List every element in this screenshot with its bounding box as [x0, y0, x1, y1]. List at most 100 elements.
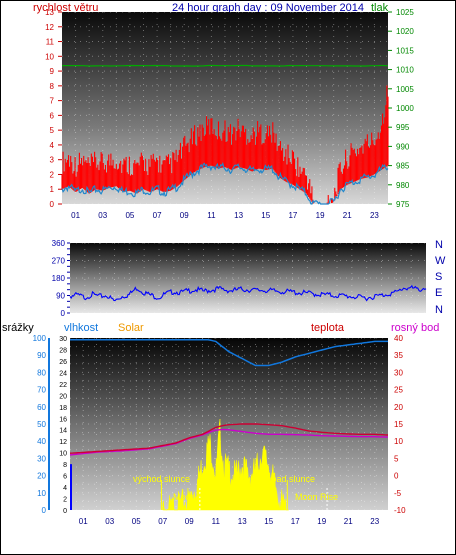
moonset-annotation: Moon Set — [173, 492, 212, 502]
wind-tick-label: 8 — [50, 82, 55, 91]
pressure-tick-label: 990 — [396, 142, 410, 151]
wind-tick-label: 12 — [45, 23, 54, 32]
climate-x-tick-label: 17 — [291, 517, 300, 526]
pressure-tick-label: 975 — [396, 200, 410, 209]
rain-tick-label: 0 — [63, 508, 67, 515]
dewpoint-line — [69, 428, 389, 456]
humidity-tick-label: 60 — [37, 403, 46, 412]
labels-layer: 0123456789101112139759809859909951000100… — [33, 8, 415, 526]
humidity-tick-label: 20 — [37, 472, 46, 481]
wind-x-tick-label: 09 — [180, 211, 189, 220]
direction-tick-label: 360 — [52, 239, 66, 248]
rain-tick-label: 4 — [63, 485, 67, 492]
pressure-tick-label: 1020 — [396, 27, 414, 36]
wind-x-tick-label: 03 — [98, 211, 107, 220]
rain-tick-label: 24 — [59, 370, 67, 377]
temp-tick-label: 10 — [394, 437, 403, 446]
rain-tick-label: 22 — [59, 382, 67, 389]
wind-tick-label: 2 — [50, 170, 55, 179]
climate-x-tick-label: 13 — [238, 517, 247, 526]
wind-speed-label: rychlost větru — [33, 2, 98, 14]
direction-tick-label: 0 — [61, 309, 66, 318]
temp-tick-label: 40 — [394, 334, 403, 343]
humidity-tick-label: 100 — [33, 334, 47, 343]
rain-tick-label: 26 — [59, 359, 67, 366]
wind-x-tick-label: 05 — [125, 211, 134, 220]
wind-x-tick-label: 15 — [261, 211, 270, 220]
humidity-line — [70, 338, 388, 367]
rain-tick-label: 8 — [63, 462, 67, 469]
humidity-tick-label: 70 — [37, 386, 46, 395]
pressure-tick-label: 1010 — [396, 66, 414, 75]
climate-x-tick-label: 09 — [185, 517, 194, 526]
temp-tick-label: 20 — [394, 403, 403, 412]
compass-n-top: N — [435, 239, 443, 251]
temp-tick-label: 0 — [394, 472, 399, 481]
rain-tick-label: 12 — [59, 439, 67, 446]
wind-tick-label: 4 — [50, 141, 55, 150]
moonrise-annotation: Moon Rise — [295, 492, 338, 502]
wind-tick-label: 3 — [50, 156, 55, 165]
humidity-tick-label: 80 — [37, 368, 46, 377]
pressure-tick-label: 1025 — [396, 8, 414, 17]
wind-x-tick-label: 17 — [288, 211, 297, 220]
humidity-tick-label: 30 — [37, 454, 46, 463]
humidity-tick-label: 40 — [37, 437, 46, 446]
temp-tick-label: 35 — [394, 351, 403, 360]
dewpoint-label: rosný bod — [391, 322, 439, 334]
marks-layer — [61, 64, 427, 511]
climate-x-tick-label: 21 — [344, 517, 353, 526]
climate-x-tick-label: 03 — [105, 517, 114, 526]
wind-tick-label: 7 — [50, 97, 55, 106]
compass-s: S — [435, 271, 442, 283]
rain-tick-label: 30 — [59, 336, 67, 343]
pressure-tick-label: 1005 — [396, 85, 414, 94]
wind-x-tick-label: 07 — [153, 211, 162, 220]
wind-tick-label: 5 — [50, 126, 55, 135]
sunrise-annotation: východ slunce — [133, 474, 190, 484]
humidity-tick-label: 50 — [37, 420, 46, 429]
climate-x-tick-label: 15 — [264, 517, 273, 526]
wind-tick-label: 1 — [50, 185, 55, 194]
temperature-label: teplota — [311, 322, 345, 334]
temperature-line — [69, 423, 389, 454]
climate-x-tick-label: 19 — [317, 517, 326, 526]
wind-tick-label: 11 — [46, 38, 55, 47]
compass-n-bottom: N — [435, 304, 443, 316]
wind-tick-label: 9 — [50, 67, 55, 76]
pressure-line — [62, 64, 389, 67]
rain-tick-label: 6 — [63, 474, 67, 481]
wind-x-tick-label: 01 — [71, 211, 80, 220]
rain-tick-label: 28 — [59, 347, 67, 354]
rain-tick-label: 14 — [59, 428, 67, 435]
wind-tick-label: 0 — [50, 200, 55, 209]
rain-tick-label: 16 — [59, 416, 67, 423]
wind-x-tick-label: 21 — [343, 211, 352, 220]
temp-tick-label: 5 — [394, 454, 399, 463]
wind-tick-label: 13 — [45, 8, 54, 17]
pressure-tick-label: 1015 — [396, 46, 414, 55]
solar-label: Solar — [118, 322, 144, 334]
pressure-label: tlak — [371, 2, 389, 14]
climate-x-tick-label: 05 — [132, 517, 141, 526]
pressure-tick-label: 985 — [396, 162, 410, 171]
sunset-annotation: západ slunce — [262, 474, 315, 484]
temp-tick-label: 15 — [394, 420, 403, 429]
wind-x-tick-label: 13 — [234, 211, 243, 220]
humidity-tick-label: 10 — [37, 489, 46, 498]
humidity-tick-label: 0 — [42, 506, 47, 515]
compass-w: W — [435, 255, 446, 267]
direction-tick-label: 270 — [52, 257, 66, 266]
rain-tick-label: 20 — [59, 393, 67, 400]
pressure-tick-label: 980 — [396, 181, 410, 190]
temp-tick-label: -10 — [394, 506, 406, 515]
wind-x-tick-label: 23 — [370, 211, 379, 220]
wind-tick-label: 6 — [50, 111, 55, 120]
rain-tick-label: 18 — [59, 405, 67, 412]
climate-x-tick-label: 23 — [370, 517, 379, 526]
wind-x-tick-label: 11 — [207, 211, 216, 220]
pressure-tick-label: 995 — [396, 123, 410, 132]
direction-panel — [70, 243, 426, 313]
direction-line — [69, 284, 427, 302]
